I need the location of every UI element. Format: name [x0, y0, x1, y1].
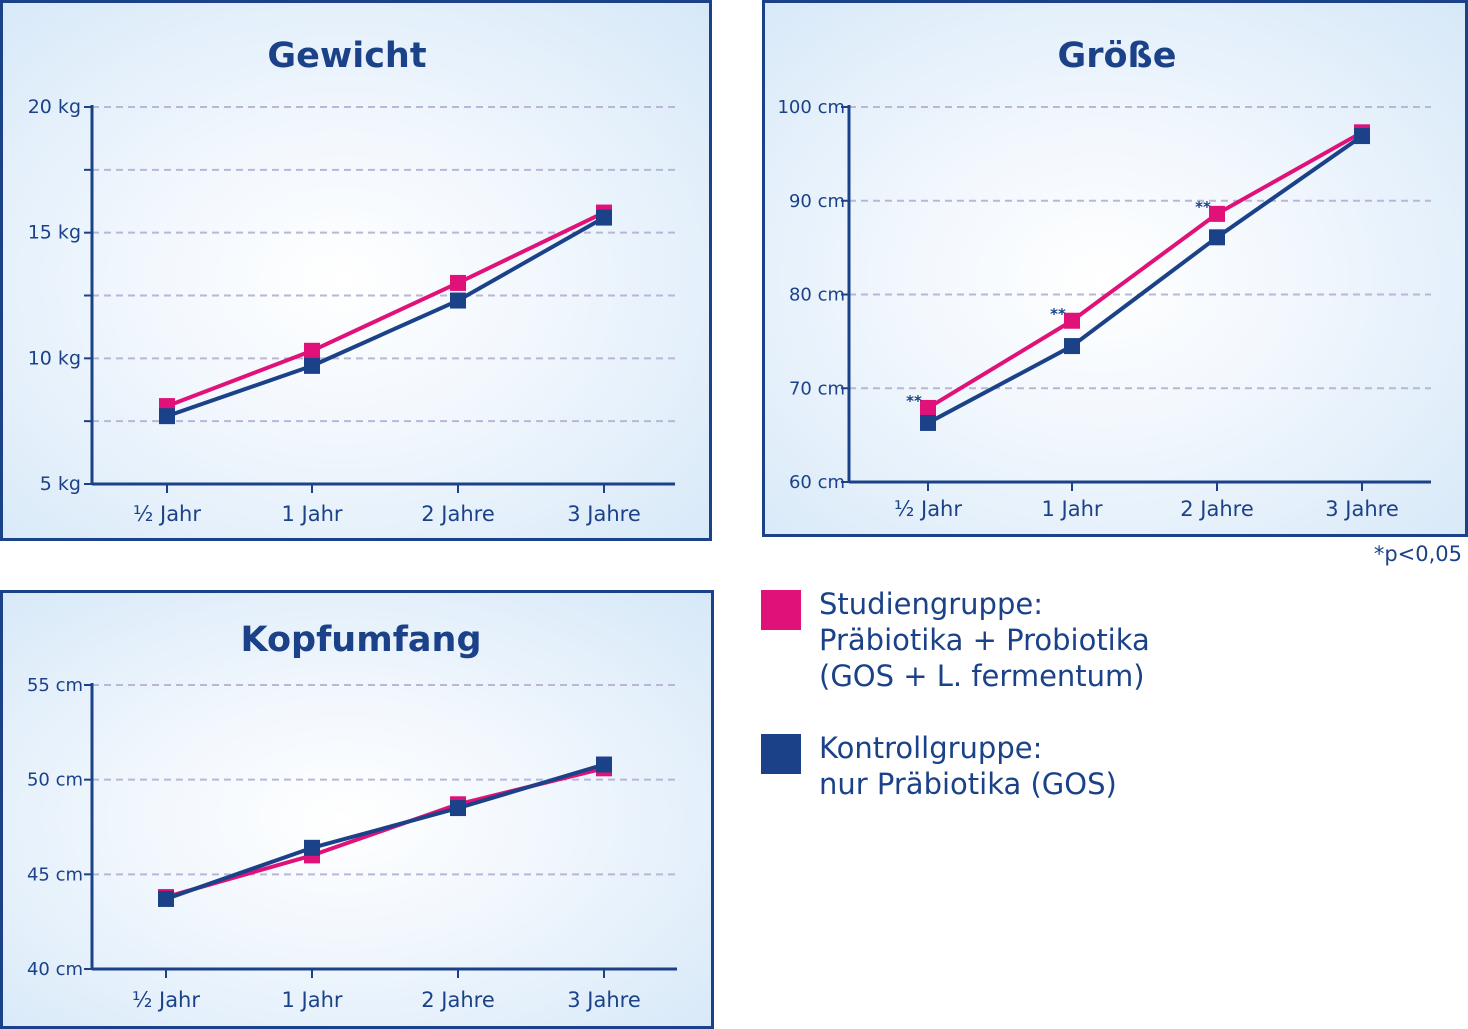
x-tick-label: 3 Jahre: [567, 502, 641, 526]
data-point-study: [920, 399, 936, 416]
y-tick-label: 90 cm: [789, 191, 845, 212]
series-line-study: [926, 130, 1363, 410]
data-point-control: [304, 839, 320, 856]
legend-label-control: Kontrollgruppe: nur Präbiotika (GOS): [819, 731, 1117, 801]
data-point-control: [596, 756, 612, 773]
data-point-control: [596, 209, 612, 226]
x-tick-label: 2 Jahre: [421, 988, 495, 1012]
series-line-control: [165, 762, 605, 901]
data-point-study: [450, 274, 466, 291]
data-point-control: [1354, 128, 1370, 145]
legend-swatch-study: [761, 590, 801, 630]
chart-kopfumfang: Kopfumfang 55 cm 50 cm 45 cm 40 cm ½ Jahr 1 Ja…: [27, 620, 677, 1012]
series-line-study: [166, 210, 605, 408]
x-tick-label: 2 Jahre: [421, 502, 495, 526]
data-point-control: [450, 800, 466, 817]
y-tick-label: 100 cm: [777, 97, 845, 118]
chart-panel-gewicht: Gewicht 20 kg 15 kg 10 kg 5 kg ½ Jahr 1 Jahr 2 …: [0, 0, 712, 541]
y-tick-label: 45 cm: [27, 864, 83, 885]
y-tick-label: 60 cm: [789, 472, 845, 493]
significance-marker: **: [906, 392, 922, 410]
data-point-study: [304, 342, 320, 359]
chart-gewicht: Gewicht 20 kg 15 kg 10 kg 5 kg ½ Jahr 1 Jahr 2 …: [28, 36, 675, 526]
significance-footnote: *p<0,05: [1373, 542, 1462, 566]
x-tick-label: 1 Jahr: [281, 988, 342, 1012]
data-point-control: [158, 890, 174, 907]
data-point-study: [1209, 205, 1225, 222]
y-tick-label: 20 kg: [28, 96, 81, 118]
data-point-control: [1209, 229, 1225, 246]
series-line-control: [166, 215, 605, 419]
y-tick-label: 5 kg: [40, 473, 81, 495]
significance-marker: **: [1050, 305, 1066, 323]
chart-title: Gewicht: [267, 36, 426, 76]
x-tick-label: ½ Jahr: [894, 497, 962, 521]
data-point-control: [159, 408, 175, 425]
legend-label-study: Studiengruppe: Präbiotika + Probiotika (…: [819, 587, 1150, 693]
x-tick-label: 2 Jahre: [1180, 497, 1254, 521]
y-tick-label: 80 cm: [789, 285, 845, 306]
chart-panel-groesse: Größe 100 cm 90 cm 80 cm 70 cm 60 cm ½ Jahr 1 J…: [762, 0, 1468, 537]
y-tick-label: 15 kg: [28, 222, 81, 244]
x-tick-label: ½ Jahr: [133, 502, 201, 526]
x-tick-label: 3 Jahre: [1325, 497, 1399, 521]
y-tick-label: 40 cm: [27, 959, 83, 980]
chart-title: Kopfumfang: [240, 620, 481, 660]
legend-swatch-control: [761, 734, 801, 774]
series-line-control: [927, 134, 1364, 425]
x-tick-label: 3 Jahre: [567, 988, 641, 1012]
chart-groesse: Größe 100 cm 90 cm 80 cm 70 cm 60 cm ½ Jahr 1 J…: [777, 36, 1431, 521]
chart-panel-kopfumfang: Kopfumfang 55 cm 50 cm 45 cm 40 cm ½ Jahr 1 Ja…: [0, 590, 714, 1029]
y-tick-label: 70 cm: [789, 378, 845, 399]
significance-marker: **: [1195, 198, 1211, 216]
data-point-control: [1064, 338, 1080, 355]
data-point-control: [450, 292, 466, 309]
data-point-study: [1064, 312, 1080, 329]
x-tick-label: 1 Jahr: [1041, 497, 1102, 521]
y-tick-label: 10 kg: [28, 347, 81, 369]
x-tick-label: 1 Jahr: [281, 502, 342, 526]
y-tick-label: 50 cm: [27, 770, 83, 791]
data-point-control: [920, 414, 936, 431]
y-tick-label: 55 cm: [27, 675, 83, 696]
chart-title: Größe: [1058, 36, 1177, 76]
data-point-control: [304, 357, 320, 374]
x-tick-label: ½ Jahr: [132, 988, 200, 1012]
